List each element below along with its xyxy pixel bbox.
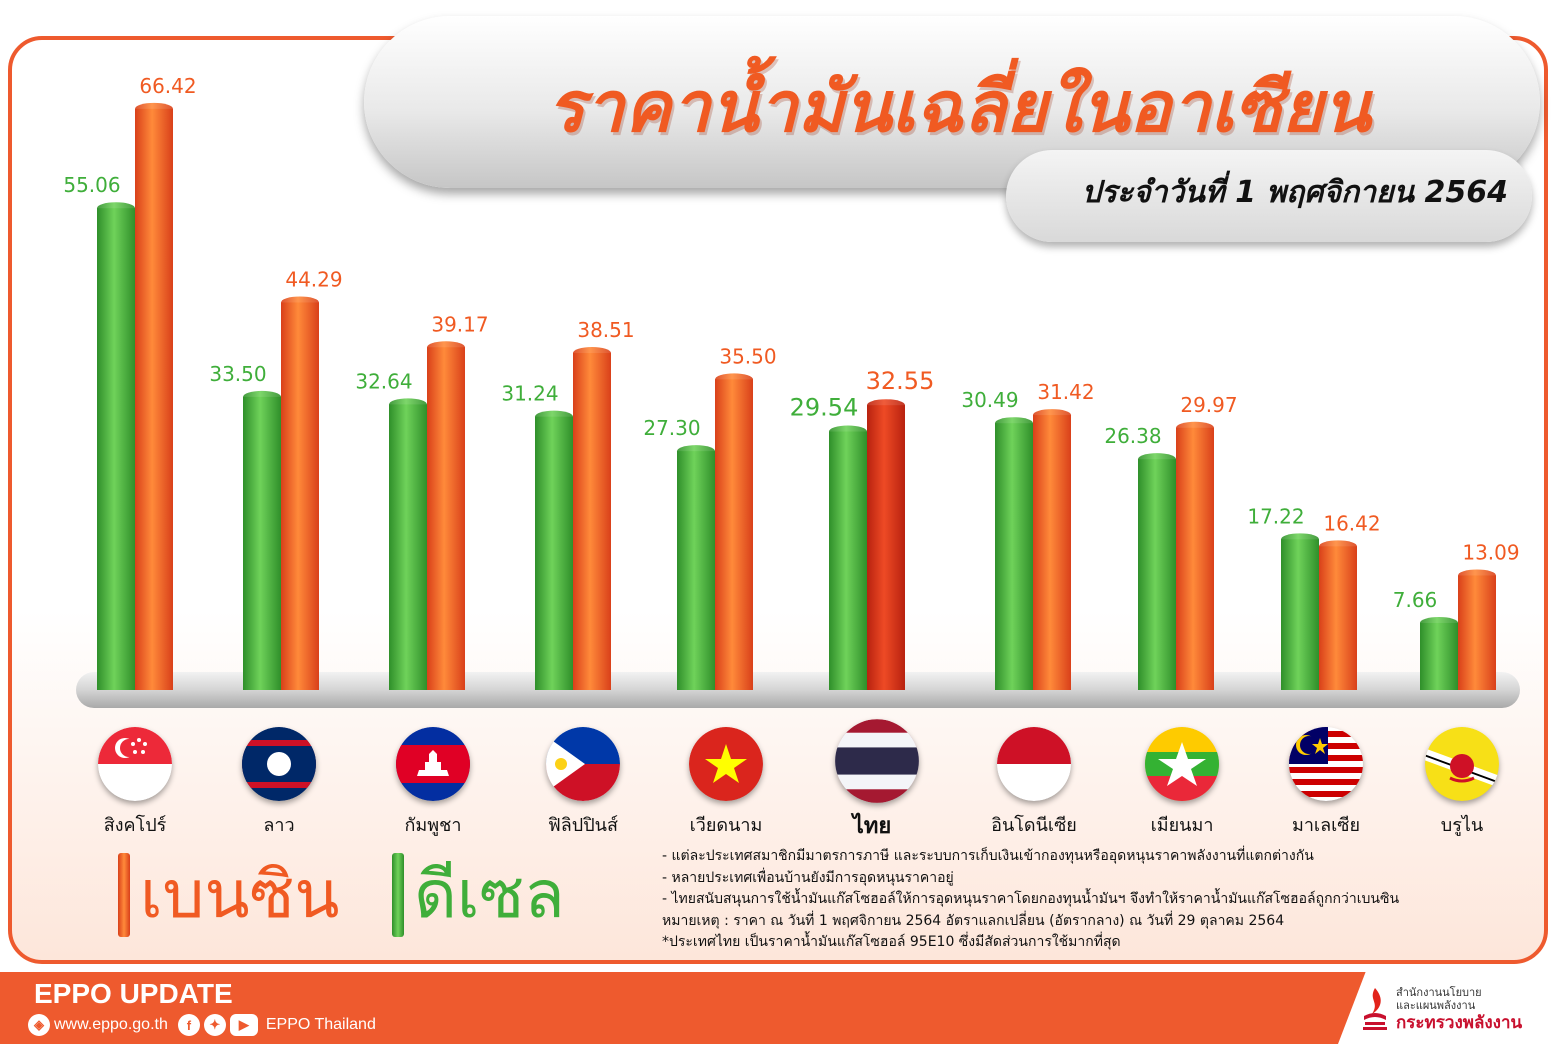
- diesel-value-label: 27.30: [643, 416, 700, 440]
- benzin-bar: [715, 373, 753, 690]
- cambodia-flag-icon: [395, 726, 471, 802]
- footnotes: - แต่ละประเทศสมาชิกมีมาตรการภาษี และระบบ…: [662, 846, 1542, 954]
- benzin-value-label: 32.55: [866, 367, 935, 395]
- legend-benzin-label: เบนซิน: [140, 856, 340, 933]
- benzin-value-label: 31.42: [1037, 380, 1094, 404]
- legend-diesel-label: ดีเซล: [414, 856, 565, 933]
- benzin-bar: [135, 102, 173, 690]
- benzin-bar: [427, 341, 465, 690]
- country-label: กัมพูชา: [404, 815, 462, 836]
- country-label: สิงคโปร์: [103, 815, 167, 836]
- note-line: - แต่ละประเทศสมาชิกมีมาตรการภาษี และระบบ…: [662, 848, 1314, 864]
- country-label: บรูไน: [1440, 815, 1484, 836]
- legend-diesel: ดีเซล: [392, 850, 565, 940]
- diesel-bar: [677, 445, 715, 690]
- benzin-bar: [867, 399, 905, 690]
- benzin-value-label: 39.17: [431, 312, 488, 336]
- indonesia-flag-icon: [996, 726, 1072, 802]
- benzin-value-label: 13.09: [1462, 540, 1519, 564]
- social-handle: EPPO Thailand: [265, 1016, 376, 1033]
- note-line: - ไทยสนับสนุนการใช้น้ำมันแก๊สโซฮอล์ให้กา…: [662, 891, 1400, 907]
- ministry-logo-icon: [1363, 988, 1387, 1030]
- diesel-value-label: 32.64: [355, 369, 412, 393]
- benzin-value-label: 29.97: [1180, 393, 1237, 417]
- brunei-flag-icon: [1424, 726, 1500, 802]
- note-line: - หลายประเทศเพื่อนบ้านยังมีการอุดหนุนราค…: [662, 869, 954, 886]
- singapore-flag-icon: [97, 726, 173, 802]
- diesel-bar: [995, 417, 1033, 690]
- malaysia-flag-icon: [1288, 726, 1364, 802]
- benzin-value-label: 44.29: [285, 267, 342, 291]
- globe-icon: ◈: [28, 1014, 50, 1036]
- vietnam-flag-icon: [688, 726, 764, 802]
- country-label: ลาว: [263, 815, 295, 836]
- benzin-value-label: 16.42: [1323, 511, 1380, 535]
- benzin-bar: [281, 296, 319, 690]
- note-line: หมายเหตุ : ราคา ณ วันที่ 1 พฤศจิกายน 256…: [662, 912, 1285, 929]
- diesel-value-label: 55.06: [63, 173, 120, 197]
- page-title: ราคาน้ำมันเฉลี่ยในอาเซียน: [547, 66, 1371, 148]
- diesel-bar: [1138, 453, 1176, 690]
- benzin-bar: [1033, 409, 1071, 690]
- laos-flag-icon: [241, 726, 317, 802]
- thailand-flag-icon: [834, 718, 920, 804]
- facebook-icon[interactable]: f: [177, 1014, 200, 1036]
- benzin-bar: [1458, 569, 1496, 690]
- country-label: มาเลเซีย: [1291, 815, 1361, 836]
- diesel-value-label: 17.22: [1247, 504, 1304, 528]
- diesel-bar: [243, 390, 281, 690]
- ministry-name: สำนักงานนโยบาย และแผนพลังงาน กระทรวงพลัง…: [1396, 986, 1522, 1034]
- brand-title: EPPO UPDATE: [34, 978, 233, 1009]
- benzin-value-label: 35.50: [719, 344, 776, 368]
- country-label: ไทย: [852, 814, 892, 839]
- diesel-value-label: 30.49: [961, 388, 1018, 412]
- benzin-value-label: 38.51: [577, 318, 634, 342]
- philippines-flag-icon: [545, 726, 621, 802]
- footer-links: ◈ www.eppo.go.th f ✦ ▶ EPPO Thailand: [28, 1014, 376, 1036]
- page-subtitle: ประจำวันที่ 1 พฤศจิกายน 2564: [1081, 175, 1508, 210]
- diesel-value-label: 7.66: [1393, 588, 1438, 612]
- benzin-bar: [573, 347, 611, 690]
- diesel-value-label: 31.24: [501, 382, 558, 406]
- footer-bar: [0, 972, 1568, 1044]
- note-line: *ประเทศไทย เป็นราคาน้ำมันแก๊สโซฮอล์ 95E1…: [662, 934, 1121, 950]
- country-label: เวียดนาม: [689, 815, 763, 836]
- diesel-value-label: 29.54: [790, 394, 859, 422]
- org-line-1: สำนักงานนโยบาย: [1396, 986, 1482, 999]
- country-label: เมียนมา: [1150, 815, 1214, 836]
- diesel-bar: [829, 425, 867, 690]
- benzin-value-label: 66.42: [139, 74, 196, 98]
- country-label: ฟิลิปปินส์: [548, 815, 618, 836]
- legend-benzin: เบนซิน: [118, 850, 339, 940]
- twitter-icon[interactable]: ✦: [203, 1014, 226, 1036]
- legend-benzin-swatch: [118, 853, 130, 937]
- org-line-2: และแผนพลังงาน: [1396, 999, 1476, 1012]
- diesel-bar: [1420, 616, 1458, 690]
- country-label: อินโดนีเซีย: [991, 815, 1077, 836]
- org-line-3: กระทรวงพลังงาน: [1396, 1013, 1523, 1033]
- diesel-bar: [389, 398, 427, 690]
- youtube-icon[interactable]: ▶: [229, 1014, 258, 1036]
- benzin-bar: [1319, 540, 1357, 690]
- website-link[interactable]: www.eppo.go.th: [54, 1016, 168, 1033]
- subtitle-banner: [1006, 150, 1532, 242]
- myanmar-flag-icon: [1144, 726, 1220, 802]
- diesel-value-label: 26.38: [1104, 424, 1161, 448]
- diesel-value-label: 33.50: [209, 362, 266, 386]
- legend-diesel-swatch: [392, 853, 404, 937]
- diesel-bar: [535, 410, 573, 690]
- diesel-bar: [97, 202, 135, 690]
- diesel-bar: [1281, 533, 1319, 690]
- benzin-bar: [1176, 421, 1214, 690]
